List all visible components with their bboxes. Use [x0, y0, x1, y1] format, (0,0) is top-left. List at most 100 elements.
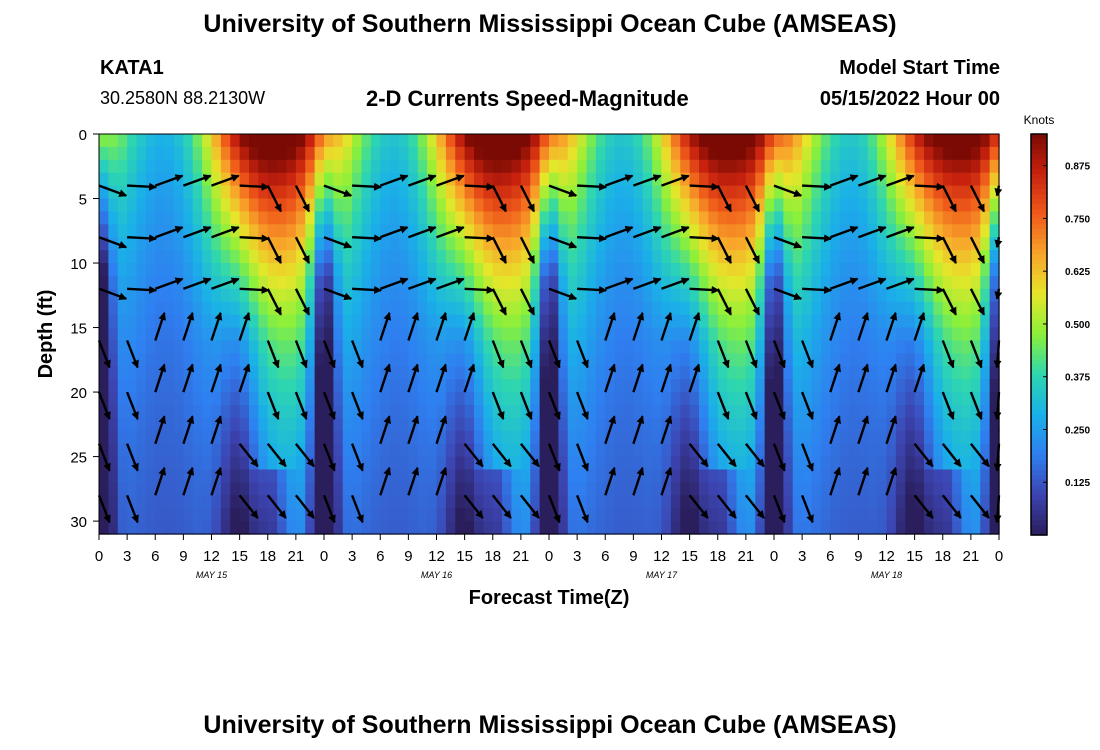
speed-cell: [614, 301, 625, 316]
speed-cell: [670, 456, 681, 471]
speed-cell: [567, 482, 578, 496]
speed-cell: [811, 430, 822, 445]
speed-cell: [595, 159, 606, 174]
speed-cell: [586, 263, 597, 277]
speed-cell: [914, 379, 925, 393]
speed-cell: [286, 495, 297, 509]
speed-cell: [530, 301, 541, 316]
speed-cell: [380, 327, 391, 342]
speed-cell: [783, 211, 794, 226]
colorbar-segment: [1031, 419, 1047, 426]
speed-cell: [605, 456, 616, 471]
speed-cell: [670, 469, 681, 484]
speed-cell: [980, 417, 991, 432]
speed-cell: [295, 159, 306, 174]
speed-cell: [877, 198, 888, 213]
speed-cell: [267, 159, 278, 174]
speed-cell: [380, 430, 391, 445]
current-vector: [688, 363, 701, 393]
speed-cell: [352, 275, 363, 290]
speed-cell: [586, 379, 597, 393]
speed-cell: [792, 159, 803, 174]
model-start-time: 05/15/2022 Hour 00: [819, 88, 1000, 110]
speed-cell: [445, 263, 456, 277]
speed-cell: [820, 237, 831, 251]
speed-cell: [614, 521, 625, 535]
speed-cell: [277, 327, 288, 342]
speed-cell: [427, 404, 438, 419]
speed-cell: [783, 521, 794, 535]
speed-cell: [670, 392, 681, 406]
speed-cell: [914, 159, 925, 174]
speed-cell: [867, 456, 878, 471]
speed-cell: [558, 366, 569, 380]
speed-cell: [436, 250, 447, 264]
speed-cell: [295, 263, 306, 277]
speed-cell: [530, 134, 541, 148]
speed-cell: [530, 404, 541, 419]
speed-cell: [389, 146, 400, 161]
current-vector: [294, 494, 315, 519]
speed-cell: [980, 379, 991, 393]
current-vector: [435, 466, 448, 496]
speed-cell: [839, 443, 850, 458]
speed-cell: [333, 237, 344, 251]
speed-cell: [474, 392, 485, 406]
speed-cell: [614, 288, 625, 303]
speed-cell: [483, 366, 494, 380]
speed-cell: [633, 430, 644, 445]
speed-cell: [577, 495, 588, 509]
speed-cell: [783, 288, 794, 303]
speed-cell: [802, 146, 813, 161]
speed-cell: [258, 482, 269, 496]
colorbar-tick-label: 0.875: [1065, 162, 1090, 173]
speed-cell: [849, 327, 860, 342]
speed-cell: [727, 288, 738, 303]
speed-cell: [942, 198, 953, 213]
speed-cell: [361, 366, 372, 380]
speed-cell: [614, 469, 625, 484]
speed-cell: [642, 495, 653, 509]
speed-cell: [408, 417, 419, 432]
speed-cell: [858, 392, 869, 406]
speed-cell: [755, 327, 766, 342]
speed-cell: [970, 469, 981, 484]
speed-cell: [145, 185, 156, 200]
speed-cell: [680, 185, 691, 200]
speed-cell: [164, 288, 175, 303]
speed-cell: [670, 314, 681, 329]
speed-cell: [961, 301, 972, 316]
speed-cell: [886, 134, 897, 148]
speed-cell: [924, 211, 935, 226]
current-vector: [941, 340, 955, 369]
speed-cell: [905, 456, 916, 471]
speed-cell: [174, 430, 185, 445]
speed-cell: [614, 327, 625, 342]
speed-cell: [211, 185, 222, 200]
speed-cell: [333, 495, 344, 509]
speed-cell: [717, 521, 728, 535]
speed-cell: [239, 314, 250, 329]
speed-cell: [633, 404, 644, 419]
speed-cell: [820, 159, 831, 174]
speed-cell: [961, 198, 972, 213]
speed-cell: [286, 146, 297, 161]
speed-cell: [370, 327, 381, 342]
speed-cell: [417, 288, 428, 303]
speed-cell: [970, 211, 981, 226]
speed-cell: [267, 146, 278, 161]
speed-cell: [361, 159, 372, 174]
speed-cell: [886, 288, 897, 303]
x-tick-label: 6: [151, 548, 159, 565]
speed-cell: [211, 430, 222, 445]
current-vector: [829, 415, 841, 445]
current-vector: [661, 277, 690, 290]
speed-cell: [652, 495, 663, 509]
speed-cell: [427, 314, 438, 329]
speed-cell: [314, 521, 325, 535]
speed-cell: [811, 301, 822, 316]
speed-cell: [802, 275, 813, 290]
speed-cell: [567, 443, 578, 458]
speed-cell: [670, 443, 681, 458]
speed-cell: [483, 482, 494, 496]
